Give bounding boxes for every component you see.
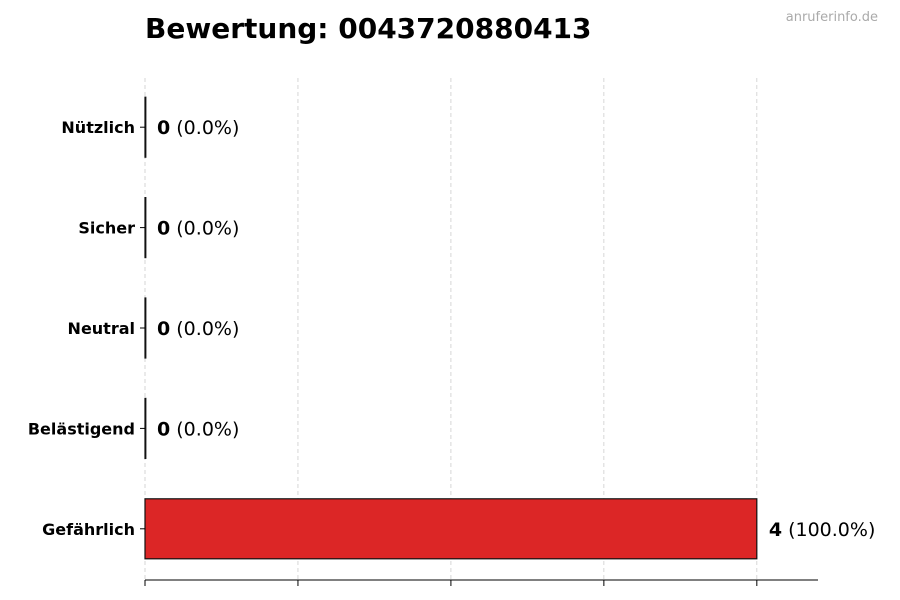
bar	[144, 96, 147, 158]
percent-label: (0.0%)	[170, 117, 239, 139]
percent-label: (100.0%)	[782, 519, 875, 541]
category-label: Sicher	[78, 219, 135, 238]
chart-title: Bewertung: 0043720880413	[145, 12, 592, 45]
count-label: 0	[157, 318, 170, 340]
count-label: 0	[157, 218, 170, 240]
category-label: Gefährlich	[42, 520, 135, 539]
count-label: 0	[157, 117, 170, 139]
percent-label: (0.0%)	[170, 318, 239, 340]
watermark: anruferinfo.de	[785, 10, 878, 25]
bar	[144, 297, 147, 359]
value-label: 0 (0.0%)	[157, 218, 239, 240]
value-label: 0 (0.0%)	[157, 418, 239, 440]
category-label: Belästigend	[28, 419, 135, 438]
value-label: 0 (0.0%)	[157, 318, 239, 340]
bar	[144, 397, 147, 459]
bar	[144, 498, 758, 560]
percent-label: (0.0%)	[170, 418, 239, 440]
count-label: 0	[157, 418, 170, 440]
value-label: 4 (100.0%)	[769, 519, 876, 541]
percent-label: (0.0%)	[170, 218, 239, 240]
value-label: 0 (0.0%)	[157, 117, 239, 139]
category-label: Nützlich	[61, 118, 135, 137]
count-label: 4	[769, 519, 782, 541]
bar	[144, 197, 147, 259]
category-label: Neutral	[68, 319, 135, 338]
